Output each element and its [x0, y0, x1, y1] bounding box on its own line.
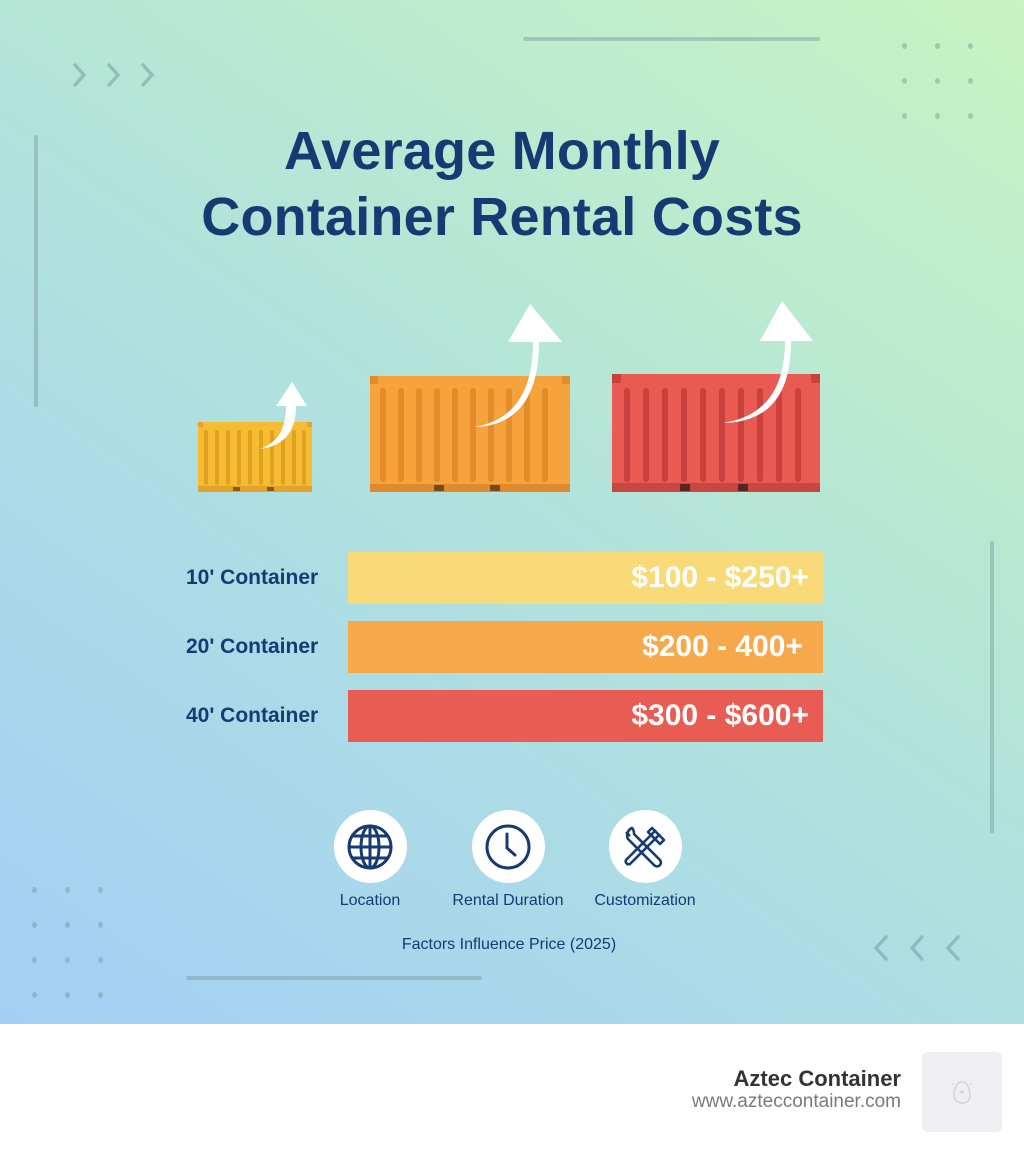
deco-dots-bottom-left: [32, 887, 103, 998]
row-label: 20' Container: [186, 635, 319, 658]
price-bar: $300 - $600+: [348, 690, 823, 742]
page-title: Average Monthly Container Rental Costs: [0, 118, 1004, 250]
factor-rental-duration: Rental Duration: [438, 810, 578, 910]
brand-logo: [922, 1052, 1002, 1132]
deco-line-top: [523, 37, 820, 41]
chevron-left-icon: [945, 935, 960, 961]
factor-label: Rental Duration: [452, 892, 564, 909]
chevron-left-icon: [909, 935, 924, 961]
brand-name: Aztec Container: [733, 1066, 901, 1091]
tools-icon: [624, 826, 666, 868]
title-line-1: Average Monthly: [283, 121, 721, 181]
container-20ft-icon: [370, 304, 570, 492]
price-value: $300 - $600+: [631, 699, 809, 732]
infographic: Average Monthly Container Rental Costs: [0, 0, 1024, 1024]
factor-location: Location: [300, 810, 440, 910]
price-bar: $200 - 400+: [348, 621, 823, 673]
factor-customization: Customization: [575, 810, 715, 910]
deco-line-left: [34, 135, 38, 407]
deco-line-bottom: [186, 976, 482, 980]
row-label: 40' Container: [186, 704, 319, 727]
globe-icon: [347, 824, 393, 869]
clock-icon: [485, 824, 531, 869]
container-10ft-icon: [198, 382, 312, 492]
logo-placeholder-icon: [952, 1081, 972, 1104]
chevron-left-icon: [873, 935, 888, 961]
container-40ft-icon: [612, 301, 820, 492]
factor-label: Location: [339, 892, 401, 909]
deco-chevrons-left: [872, 935, 962, 961]
price-bar: $100 - $250+: [348, 552, 823, 604]
price-value: $200 - 400+: [642, 630, 803, 663]
brand-url[interactable]: www.azteccontainer.com: [691, 1091, 901, 1112]
chevron-right-icon: [73, 63, 87, 87]
deco-chevrons-right: [72, 63, 156, 87]
deco-dots-top-right: [902, 43, 973, 119]
footer: Aztec Container www.azteccontainer.com: [0, 1024, 1024, 1154]
factor-label: Customization: [594, 892, 696, 909]
price-row-20ft: 20' Container $200 - 400+: [0, 621, 1024, 673]
price-row-10ft: 10' Container $100 - $250+: [0, 552, 1024, 604]
chevron-right-icon: [107, 63, 121, 87]
title-line-2: Container Rental Costs: [201, 187, 803, 247]
deco-line-right: [990, 541, 994, 833]
chevron-right-icon: [141, 63, 155, 87]
row-label: 10' Container: [186, 566, 319, 589]
price-row-40ft: 40' Container $300 - $600+: [0, 690, 1024, 742]
price-value: $100 - $250+: [631, 561, 809, 594]
factors-caption: Factors Influence Price (2025): [401, 936, 617, 953]
